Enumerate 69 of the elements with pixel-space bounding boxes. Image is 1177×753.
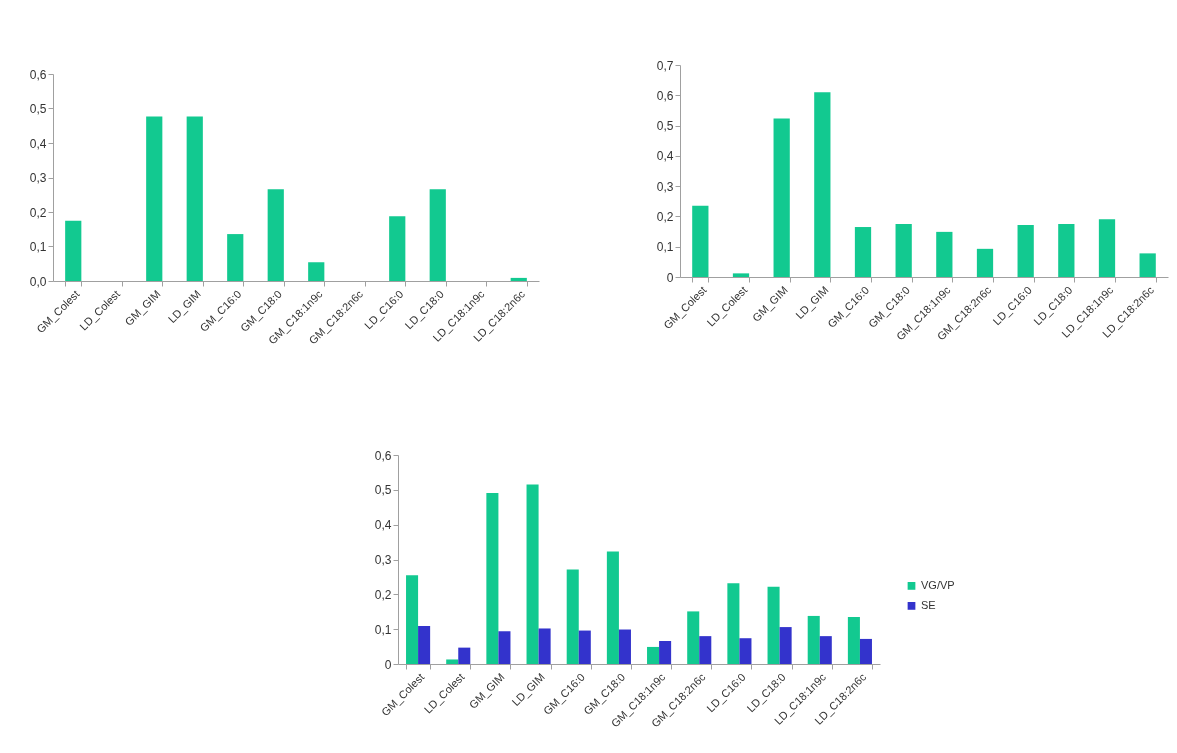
y-tick-label: 0,0	[29, 274, 47, 289]
bar	[779, 627, 792, 664]
bar	[606, 551, 619, 664]
bar	[1098, 219, 1116, 277]
bar	[647, 646, 660, 664]
bar	[814, 92, 831, 277]
y-tick-label: 0,3	[29, 171, 47, 185]
y-tick-label: 0	[666, 270, 674, 285]
bar	[486, 492, 499, 664]
y-tick-label: 0,6	[656, 88, 674, 103]
bar	[687, 611, 700, 664]
bar	[498, 631, 511, 664]
y-tick-label: 0,4	[374, 518, 392, 533]
legend-label: SE	[921, 598, 936, 611]
y-tick-label: 0,5	[374, 483, 392, 498]
bar	[65, 220, 82, 281]
bar	[389, 216, 406, 281]
bar	[308, 262, 325, 281]
bar	[510, 277, 527, 281]
bar	[618, 629, 631, 664]
bar	[227, 234, 244, 281]
bar	[1017, 224, 1034, 277]
bar	[739, 638, 752, 664]
y-tick-label: 0,6	[29, 67, 47, 82]
bar	[406, 575, 419, 664]
bar	[847, 616, 860, 664]
y-tick-label: 0,5	[656, 119, 674, 134]
y-tick-label: 0,6	[374, 448, 392, 463]
y-tick-label: 0,3	[374, 553, 392, 567]
bar	[458, 647, 471, 664]
bar	[767, 586, 780, 664]
bar	[659, 641, 672, 664]
y-tick-label: 0,5	[29, 102, 47, 116]
legend-label: VG/VP	[921, 578, 955, 591]
bar	[699, 636, 712, 664]
bar	[146, 116, 163, 281]
y-tick-label: 0,2	[374, 587, 392, 602]
bar	[267, 189, 284, 281]
y-tick-label: 0,4	[656, 149, 674, 164]
bar	[732, 273, 750, 277]
y-tick-label: 0,7	[656, 58, 674, 73]
bar	[578, 630, 591, 664]
y-tick-label: 0,1	[656, 240, 674, 255]
bar	[1139, 253, 1156, 277]
bar	[936, 231, 953, 277]
bar	[692, 205, 709, 277]
y-tick-label: 0	[384, 657, 392, 672]
bar	[1058, 224, 1075, 277]
bar	[859, 638, 872, 664]
bar	[538, 628, 551, 664]
y-tick-label: 0,1	[29, 240, 47, 254]
bar	[773, 118, 790, 277]
bar	[526, 484, 539, 664]
y-tick-label: 0,2	[29, 205, 47, 220]
bar	[819, 636, 832, 664]
bar	[186, 116, 203, 281]
bar	[895, 224, 912, 277]
y-tick-label: 0,2	[656, 209, 674, 224]
y-tick-label: 0,3	[656, 179, 674, 194]
bar	[418, 626, 431, 664]
y-tick-label: 0,1	[374, 622, 392, 637]
bar	[446, 659, 459, 664]
bar	[854, 227, 872, 277]
bar	[429, 189, 446, 281]
bar	[976, 248, 994, 277]
bar	[807, 615, 820, 664]
y-tick-label: 0,4	[29, 136, 47, 151]
bar	[566, 569, 579, 664]
bar	[727, 583, 740, 664]
